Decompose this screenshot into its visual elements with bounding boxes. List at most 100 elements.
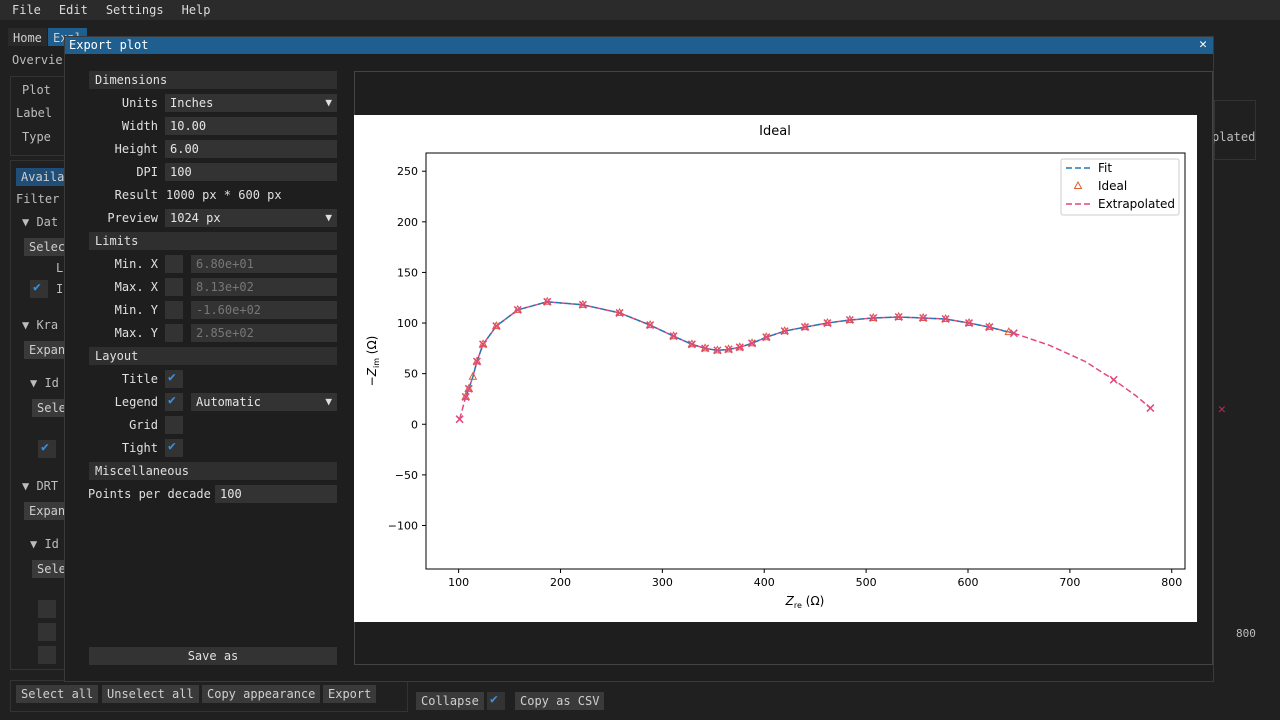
plot-axes-frame xyxy=(425,152,1186,570)
menu-edit[interactable]: Edit xyxy=(58,3,88,17)
tab-home[interactable]: Home xyxy=(8,28,47,46)
height-label: Height xyxy=(114,142,158,156)
extrapolated-point xyxy=(985,323,994,332)
units-label: Units xyxy=(121,96,158,110)
nyquist-chart: Ideal 100 200 300 400 500 600 700 800 −100 −50 0 50… xyxy=(365,124,1186,610)
row-checkbox-2[interactable]: ✔ xyxy=(38,440,56,458)
extrapolated-point xyxy=(762,333,771,342)
ideal-point xyxy=(1004,327,1014,336)
legend-swatch-ideal xyxy=(1073,180,1083,189)
bg-axis-tick-800: 800 xyxy=(1236,627,1256,640)
legend-checkbox[interactable] xyxy=(165,393,183,411)
extrapolated-point xyxy=(455,415,464,424)
tight-checkbox[interactable] xyxy=(165,439,183,457)
grid-checkbox[interactable] xyxy=(165,416,183,434)
y-axis-label: −Zim (Ω) xyxy=(365,336,381,387)
copy-csv-checkbox[interactable]: ✔ xyxy=(487,692,505,710)
extrapolated-point xyxy=(472,357,481,366)
copy-csv-button[interactable]: Copy as CSV xyxy=(515,692,605,710)
y-tick-label: 250 xyxy=(397,165,418,178)
min-y-input[interactable]: -1.60e+02 xyxy=(191,301,337,319)
close-icon[interactable]: ✕ xyxy=(1199,37,1207,52)
max-y-checkbox[interactable] xyxy=(165,324,183,342)
max-y-input[interactable]: 2.85e+02 xyxy=(191,324,337,342)
extrapolated-point xyxy=(724,345,733,354)
row-checkbox-5[interactable] xyxy=(38,646,56,664)
width-label: Width xyxy=(121,119,158,133)
menu-file[interactable]: File xyxy=(12,3,41,17)
available-tab[interactable]: Availa xyxy=(16,168,70,186)
max-x-label: Max. X xyxy=(114,280,158,294)
legend-position-dropdown[interactable]: Automatic xyxy=(191,393,337,411)
extrapolated-point xyxy=(869,313,878,323)
dpi-input[interactable]: 100 xyxy=(165,163,337,181)
max-y-label: Max. Y xyxy=(114,326,158,340)
extrapolated-point xyxy=(735,343,744,352)
section-layout[interactable]: Layout xyxy=(89,347,337,365)
min-x-input[interactable]: 6.80e+01 xyxy=(191,255,337,273)
export-button[interactable]: Export xyxy=(323,685,377,703)
result-value: 1000 px * 600 px xyxy=(166,188,282,202)
menu-help[interactable]: Help xyxy=(181,3,211,17)
select-button-2[interactable]: Sele xyxy=(32,399,71,417)
min-y-checkbox[interactable] xyxy=(165,301,183,319)
y-tick-label: 200 xyxy=(397,216,418,229)
width-input[interactable]: 10.00 xyxy=(165,117,337,135)
drt-group[interactable]: ▼ DRT xyxy=(22,479,59,493)
subtab-overview[interactable]: Overvie xyxy=(12,53,63,67)
copy-appearance-button[interactable]: Copy appearance xyxy=(202,685,321,703)
extrapolated-point xyxy=(1109,375,1118,384)
extrapolated-point xyxy=(894,312,903,322)
select-all-button[interactable]: Select all xyxy=(16,685,99,703)
section-miscellaneous[interactable]: Miscellaneous xyxy=(89,462,337,480)
chart-legend: Fit Ideal Extrapolated xyxy=(1060,158,1180,216)
export-plot-dialog: Export plot ✕ Dimensions Units Inches Wi… xyxy=(64,36,1214,682)
select-button-3[interactable]: Sele xyxy=(32,560,71,578)
legend-label-extrapolated: Extrapolated xyxy=(1098,197,1175,211)
height-input[interactable]: 6.00 xyxy=(165,140,337,158)
select-button-1[interactable]: Selec xyxy=(24,238,71,256)
y-tick-label: 0 xyxy=(411,418,418,431)
preview-dropdown[interactable]: 1024 px xyxy=(165,209,337,227)
points-per-decade-input[interactable]: 100 xyxy=(215,485,337,503)
kramers-group[interactable]: ▼ Kra xyxy=(22,318,59,332)
unselect-all-button[interactable]: Unselect all xyxy=(102,685,199,703)
x-tick-label: 700 xyxy=(1059,576,1080,589)
section-limits[interactable]: Limits xyxy=(89,232,337,250)
y-tick-label: 150 xyxy=(397,266,418,279)
filter-label: Filter xyxy=(16,192,60,206)
title-checkbox[interactable] xyxy=(165,370,183,388)
dialog-title: Export plot xyxy=(69,38,149,52)
x-tick-label: 800 xyxy=(1161,576,1182,589)
units-dropdown[interactable]: Inches xyxy=(165,94,337,112)
row-checkbox-4[interactable] xyxy=(38,623,56,641)
data-group[interactable]: ▼ Dat xyxy=(22,215,59,229)
max-x-checkbox[interactable] xyxy=(165,278,183,296)
section-dimensions[interactable]: Dimensions xyxy=(89,71,337,89)
id-group-1[interactable]: ▼ Id xyxy=(30,376,59,390)
extrapolated-point xyxy=(1146,404,1155,413)
legend-label-fit: Fit xyxy=(1098,161,1112,175)
expand-button-2[interactable]: Expan xyxy=(24,502,71,520)
extrapolated-point xyxy=(800,323,810,332)
extrapolated-point xyxy=(919,313,928,323)
label-label: Label xyxy=(16,106,53,120)
preview-label: Preview xyxy=(107,211,158,225)
y-tick-label: −100 xyxy=(388,519,418,532)
id-group-2[interactable]: ▼ Id xyxy=(30,537,59,551)
row-checkbox-3[interactable] xyxy=(38,600,56,618)
extrapolated-point xyxy=(646,321,655,330)
max-x-input[interactable]: 8.13e+02 xyxy=(191,278,337,296)
min-x-checkbox[interactable] xyxy=(165,255,183,273)
save-as-button[interactable]: Save as xyxy=(89,647,337,665)
menu-settings[interactable]: Settings xyxy=(105,3,164,17)
row-checkbox[interactable]: ✔ xyxy=(30,280,48,298)
collapse-button[interactable]: Collapse xyxy=(416,692,484,710)
dpi-label: DPI xyxy=(136,165,158,179)
expand-button-1[interactable]: Expan xyxy=(24,341,71,359)
extrapolated-point xyxy=(578,300,587,309)
grid-label: Grid xyxy=(129,418,158,432)
y-tick-label: 100 xyxy=(397,317,418,330)
extrapolated-point xyxy=(941,314,950,324)
extrapolated-point xyxy=(687,340,696,349)
